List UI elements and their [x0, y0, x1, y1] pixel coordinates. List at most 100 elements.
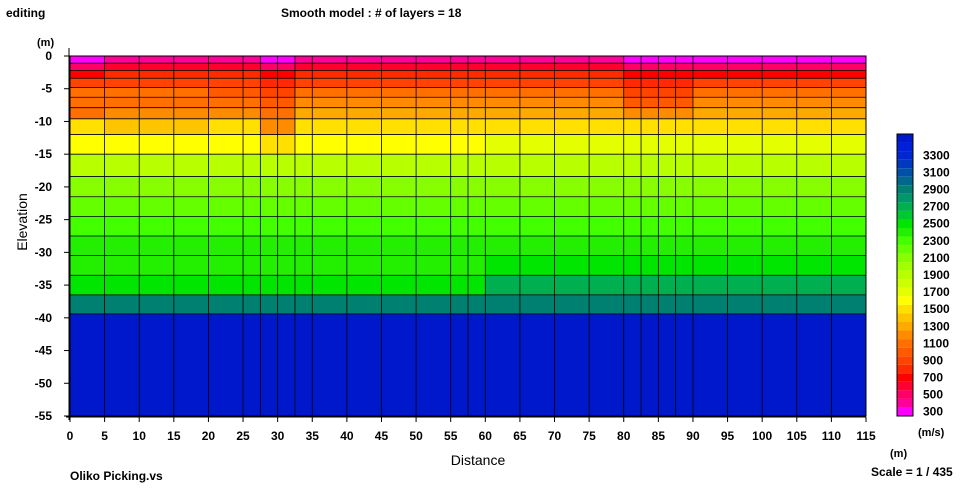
x-tick-label: 25	[236, 429, 250, 443]
colorbar-label: 300	[923, 405, 943, 419]
x-tick-label: 60	[479, 429, 493, 443]
velocity-cell	[104, 216, 209, 236]
x-tick-label: 50	[409, 429, 423, 443]
y-tick-label: -25	[35, 213, 53, 227]
x-tick-label: 0	[67, 429, 74, 443]
velocity-cell	[208, 294, 261, 314]
colorbar-swatch	[897, 313, 913, 322]
velocity-cell	[104, 313, 209, 416]
velocity-cell	[692, 275, 866, 295]
colorbar-swatch	[897, 134, 913, 143]
colorbar-swatch	[897, 347, 913, 357]
velocity-cell	[104, 275, 209, 295]
x-tick-label: 110	[822, 429, 842, 443]
y-tick-label: -40	[35, 311, 53, 325]
colorbar-swatch	[897, 142, 913, 152]
x-unit-label: (m)	[890, 448, 907, 460]
velocity-cell	[208, 118, 261, 135]
velocity-cell	[70, 154, 105, 177]
velocity-cell	[208, 176, 261, 197]
velocity-cell	[294, 63, 486, 71]
velocity-cell	[104, 70, 209, 79]
y-tick-label: -35	[35, 278, 53, 292]
velocity-cell	[294, 70, 486, 79]
x-tick-label: 65	[513, 429, 527, 443]
colorbar-swatch	[897, 253, 913, 263]
velocity-cell	[70, 313, 105, 416]
velocity-cell	[294, 196, 486, 217]
vertical-gridlines	[69, 56, 867, 416]
velocity-cell	[208, 255, 261, 276]
velocity-cell	[294, 275, 486, 295]
velocity-cell	[692, 70, 866, 79]
colorbar-label: 2900	[923, 183, 950, 197]
x-tick-label: 80	[617, 429, 631, 443]
velocity-cell	[104, 63, 209, 71]
colorbar-label: 3300	[923, 148, 950, 162]
velocity-cell	[208, 97, 261, 108]
colorbar-swatch	[897, 296, 913, 305]
velocity-cell	[70, 56, 105, 64]
colorbar-swatch	[897, 279, 913, 288]
velocity-cell	[208, 70, 261, 79]
velocity-cell	[208, 63, 261, 71]
colorbar-unit-label: (m/s)	[918, 427, 945, 439]
velocity-cell	[104, 87, 209, 98]
velocity-cell	[294, 87, 486, 98]
y-tick-label: -50	[35, 376, 53, 390]
colorbar-swatch	[897, 407, 913, 416]
x-tick-label: 45	[375, 429, 389, 443]
velocity-cell	[70, 196, 105, 217]
colorbar-swatch	[897, 262, 913, 271]
velocity-cell	[294, 97, 486, 108]
x-tick-label: 10	[133, 429, 147, 443]
y-tick-label: -10	[35, 114, 53, 128]
x-tick-label: 55	[444, 429, 458, 443]
velocity-cell	[294, 78, 486, 88]
velocity-cell	[294, 255, 486, 276]
velocity-cell	[692, 134, 866, 155]
colorbar-label: 2500	[923, 217, 950, 231]
colorbar-swatch	[897, 270, 913, 280]
colorbar-swatch	[897, 219, 913, 228]
velocity-cell	[294, 118, 486, 135]
x-tick-label: 20	[202, 429, 216, 443]
y-tick-label: -55	[35, 409, 53, 423]
x-tick-label: 90	[686, 429, 700, 443]
x-tick-label: 30	[271, 429, 285, 443]
velocity-cell	[208, 134, 261, 155]
velocity-cell	[70, 70, 105, 79]
velocity-cell	[70, 134, 105, 155]
colorbar-swatch	[897, 202, 913, 211]
velocity-cell	[70, 63, 105, 71]
colorbar-swatch	[897, 330, 913, 340]
colorbar: 3300 3100 2900 2700 2500 2300 2100 1900 1700 1500…	[896, 133, 950, 419]
y-axis-label: Elevation	[14, 193, 30, 251]
velocity-cell	[70, 107, 105, 119]
velocity-cell	[70, 294, 105, 314]
velocity-cell	[692, 78, 866, 88]
velocity-cell	[70, 97, 105, 108]
colorbar-swatch	[897, 176, 913, 186]
velocity-cell	[70, 78, 105, 88]
velocity-cell	[294, 107, 486, 119]
colorbar-swatch	[897, 168, 913, 177]
velocity-cell	[104, 134, 209, 155]
colorbar-label: 2700	[923, 200, 950, 214]
x-tick-label: 5	[101, 429, 108, 443]
velocity-cell	[104, 154, 209, 177]
velocity-cell	[70, 216, 105, 236]
velocity-cell	[692, 97, 866, 108]
colorbar-label: 500	[923, 388, 943, 402]
x-tick-label: 115	[856, 429, 876, 443]
velocity-cell	[294, 176, 486, 197]
velocity-cell	[208, 56, 261, 64]
colorbar-swatch	[897, 356, 913, 365]
colorbar-swatch	[897, 304, 913, 314]
x-tick-label: 105	[787, 429, 807, 443]
colorbar-label: 700	[923, 371, 943, 385]
colorbar-label: 1900	[923, 268, 950, 282]
velocity-cell	[294, 56, 486, 64]
velocity-cell	[692, 294, 866, 314]
